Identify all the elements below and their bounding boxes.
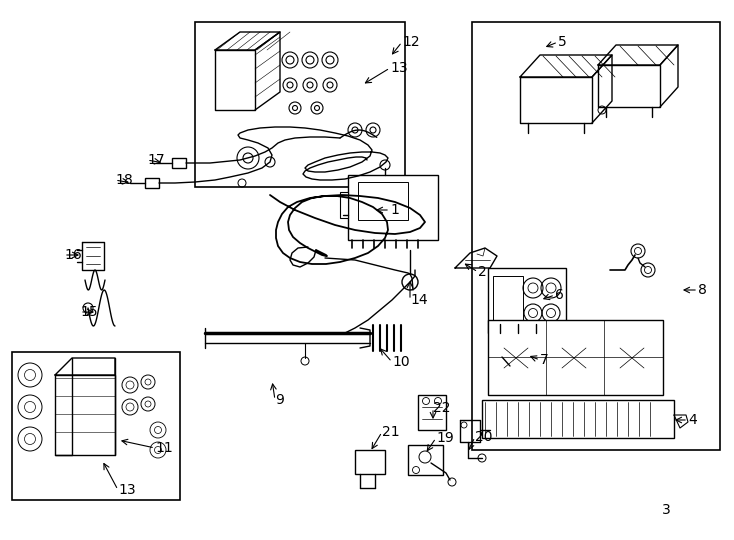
Text: 13: 13: [390, 61, 407, 75]
Text: 12: 12: [402, 35, 420, 49]
Bar: [408, 445, 443, 475]
Bar: [358, 182, 408, 220]
Bar: [172, 158, 186, 168]
Bar: [55, 375, 115, 455]
Text: 15: 15: [80, 305, 98, 319]
Text: 16: 16: [64, 248, 81, 262]
Bar: [493, 276, 523, 324]
Bar: [145, 178, 159, 188]
Text: 22: 22: [433, 401, 451, 415]
Text: 13: 13: [118, 483, 136, 497]
Text: 9: 9: [275, 393, 284, 407]
Bar: [355, 450, 385, 474]
Text: 6: 6: [555, 288, 564, 302]
Bar: [488, 320, 663, 395]
Bar: [472, 22, 720, 450]
Bar: [348, 175, 438, 240]
Bar: [12, 352, 180, 500]
Bar: [488, 268, 566, 333]
Bar: [482, 400, 674, 438]
Text: 17: 17: [147, 153, 164, 167]
Bar: [418, 395, 446, 430]
Text: 19: 19: [436, 431, 454, 445]
Text: 4: 4: [688, 413, 697, 427]
Text: 20: 20: [475, 430, 493, 444]
Text: 18: 18: [115, 173, 133, 187]
Text: 14: 14: [410, 293, 428, 307]
Text: 2: 2: [478, 265, 487, 279]
Text: 5: 5: [558, 35, 567, 49]
Text: 11: 11: [155, 441, 172, 455]
Bar: [195, 22, 405, 187]
Text: 10: 10: [392, 355, 410, 369]
Text: 21: 21: [382, 425, 399, 439]
Bar: [340, 192, 348, 218]
Text: 3: 3: [662, 503, 671, 517]
Text: 8: 8: [698, 283, 707, 297]
Text: 1: 1: [390, 203, 399, 217]
Text: 7: 7: [540, 353, 549, 367]
